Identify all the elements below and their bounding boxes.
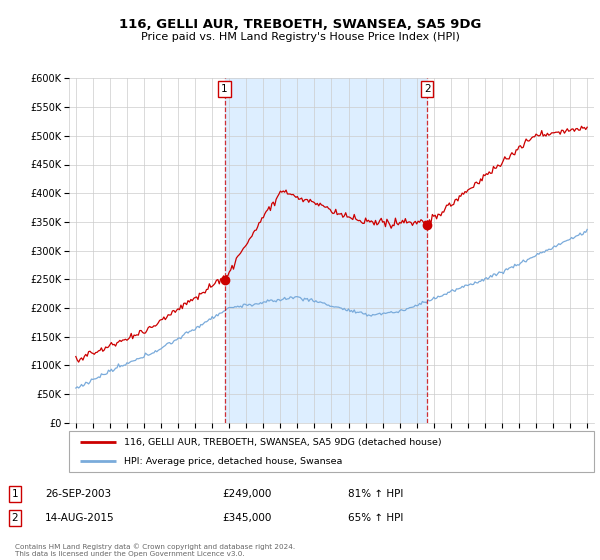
Text: 65% ↑ HPI: 65% ↑ HPI xyxy=(348,513,403,523)
Text: 1: 1 xyxy=(221,84,228,94)
Text: 116, GELLI AUR, TREBOETH, SWANSEA, SA5 9DG (detached house): 116, GELLI AUR, TREBOETH, SWANSEA, SA5 9… xyxy=(124,438,442,447)
Text: 81% ↑ HPI: 81% ↑ HPI xyxy=(348,489,403,499)
Text: 1: 1 xyxy=(11,489,19,499)
Bar xyxy=(224,78,427,423)
Text: Contains HM Land Registry data © Crown copyright and database right 2024.
This d: Contains HM Land Registry data © Crown c… xyxy=(15,544,295,557)
Text: 116, GELLI AUR, TREBOETH, SWANSEA, SA5 9DG: 116, GELLI AUR, TREBOETH, SWANSEA, SA5 9… xyxy=(119,18,481,31)
Text: 2: 2 xyxy=(11,513,19,523)
Text: 26-SEP-2003: 26-SEP-2003 xyxy=(45,489,111,499)
Text: HPI: Average price, detached house, Swansea: HPI: Average price, detached house, Swan… xyxy=(124,457,343,466)
Text: £249,000: £249,000 xyxy=(222,489,271,499)
Text: Price paid vs. HM Land Registry's House Price Index (HPI): Price paid vs. HM Land Registry's House … xyxy=(140,32,460,43)
Text: 2: 2 xyxy=(424,84,430,94)
Text: £345,000: £345,000 xyxy=(222,513,271,523)
Text: 14-AUG-2015: 14-AUG-2015 xyxy=(45,513,115,523)
